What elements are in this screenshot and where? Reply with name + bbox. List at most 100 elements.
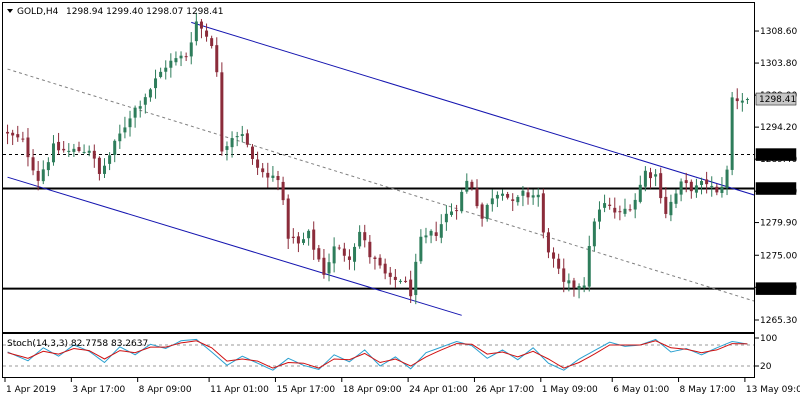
candle-133 xyxy=(684,172,688,193)
candle-38 xyxy=(199,18,203,39)
candle-115 xyxy=(592,218,596,252)
level-tag-2: 1270.00 xyxy=(759,285,796,295)
candle-5 xyxy=(31,149,35,176)
candle-135 xyxy=(694,178,698,198)
candle-53 xyxy=(276,170,280,191)
candle-71 xyxy=(368,234,372,264)
candle-129 xyxy=(664,187,668,219)
candle-142 xyxy=(730,91,734,176)
candle-34 xyxy=(179,51,183,67)
candle-3 xyxy=(21,131,25,143)
stochastic-label: Stoch(14,3,3) 82.7758 83.2637 xyxy=(7,339,148,349)
candle-138 xyxy=(710,176,714,197)
candle-117 xyxy=(603,194,607,213)
candle-127 xyxy=(654,169,658,187)
price-tick-label-0: 1308.60 xyxy=(760,27,797,37)
candle-31 xyxy=(164,60,168,80)
chart-symbol: GOLD,H4 xyxy=(17,7,59,17)
candle-90 xyxy=(465,173,469,194)
candle-25 xyxy=(133,105,137,128)
chart-ohlc: 1298.94 1299.40 1298.07 1298.41 xyxy=(66,7,223,17)
price-axis: 1308.601303.801299.001294.201289.401284.… xyxy=(755,27,797,326)
candle-87 xyxy=(449,203,453,217)
price-panel-frame xyxy=(2,2,755,333)
candle-45 xyxy=(235,131,239,147)
candle-134 xyxy=(689,179,693,199)
candle-102 xyxy=(526,187,530,205)
candle-113 xyxy=(582,277,586,293)
candle-59 xyxy=(307,229,311,246)
candle-35 xyxy=(184,52,188,62)
candle-73 xyxy=(378,254,382,269)
time-tick-label-7: 26 Apr 17:00 xyxy=(475,385,534,395)
candle-2 xyxy=(16,125,20,142)
candle-60 xyxy=(312,221,316,260)
level-tag-1-box xyxy=(755,182,797,195)
horizontal-levels xyxy=(3,154,754,290)
candle-20 xyxy=(108,152,112,171)
candle-19 xyxy=(103,158,107,178)
candlesticks xyxy=(6,12,749,305)
candle-62 xyxy=(322,248,326,279)
candle-74 xyxy=(383,258,387,280)
candle-86 xyxy=(444,205,448,231)
price-tick-label-6: 1279.90 xyxy=(760,219,797,229)
candle-122 xyxy=(628,204,632,212)
candle-106 xyxy=(546,228,550,259)
candle-8 xyxy=(46,157,50,177)
candle-7 xyxy=(41,160,45,185)
candle-52 xyxy=(271,166,275,182)
candle-119 xyxy=(613,197,617,219)
candle-136 xyxy=(700,177,704,195)
stochastic-indicator xyxy=(3,338,754,371)
stoch-signal-line xyxy=(7,340,748,369)
candle-30 xyxy=(159,67,163,79)
trendlines xyxy=(7,21,754,316)
candle-49 xyxy=(256,151,260,175)
level-tag-0-box xyxy=(755,148,797,161)
candle-32 xyxy=(169,53,173,78)
candle-124 xyxy=(638,175,642,204)
candle-63 xyxy=(327,253,331,282)
candle-75 xyxy=(388,266,392,285)
price-tags: 1290.09 1285.00 1270.00 1298.41 xyxy=(755,92,797,295)
candle-104 xyxy=(536,188,540,207)
candle-51 xyxy=(266,162,270,188)
trendline-2 xyxy=(7,176,462,316)
candle-140 xyxy=(720,177,724,198)
time-tick-label-5: 18 Apr 09:00 xyxy=(343,385,402,395)
candle-24 xyxy=(128,110,132,137)
candle-21 xyxy=(113,139,117,163)
candle-131 xyxy=(674,189,678,209)
candle-123 xyxy=(633,193,637,219)
candle-50 xyxy=(261,163,265,178)
candle-96 xyxy=(495,191,499,208)
candle-41 xyxy=(215,37,219,77)
candle-76 xyxy=(393,269,397,289)
candle-120 xyxy=(618,205,622,221)
candle-100 xyxy=(516,195,520,206)
candle-6 xyxy=(36,161,40,191)
candle-95 xyxy=(490,189,494,212)
current-price-tag-box xyxy=(755,92,797,106)
candle-94 xyxy=(485,203,489,222)
time-tick-label-1: 3 Apr 17:00 xyxy=(72,385,125,395)
level-tag-1: 1285.00 xyxy=(759,185,796,195)
candle-99 xyxy=(511,193,515,212)
candle-26 xyxy=(138,100,142,118)
level-tag-0: 1290.09 xyxy=(759,151,796,161)
candle-144 xyxy=(740,93,744,112)
candle-97 xyxy=(501,189,505,201)
candle-16 xyxy=(87,145,91,157)
time-tick-label-6: 24 Apr 01:00 xyxy=(409,385,468,395)
candle-143 xyxy=(735,88,739,110)
chevron-down-icon[interactable] xyxy=(7,9,13,13)
candle-36 xyxy=(189,32,193,65)
candle-64 xyxy=(332,237,336,273)
candle-85 xyxy=(439,214,443,244)
candle-18 xyxy=(97,156,101,181)
candle-68 xyxy=(353,243,357,271)
candle-130 xyxy=(669,194,673,222)
candle-12 xyxy=(67,143,71,158)
candle-93 xyxy=(480,202,484,227)
